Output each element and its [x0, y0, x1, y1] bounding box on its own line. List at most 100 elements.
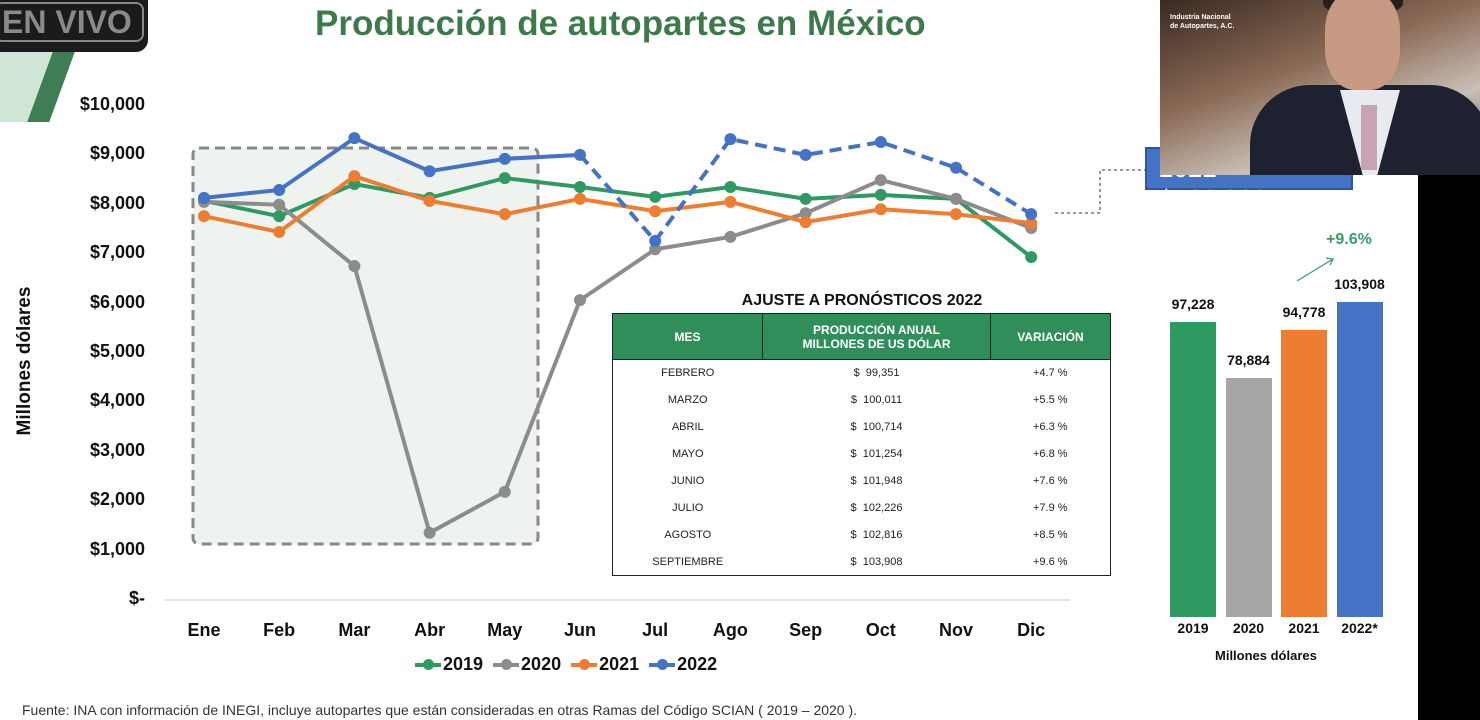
bar-year-label: 2020: [1232, 620, 1265, 636]
annual-bar-2020: [1225, 377, 1272, 617]
y-tick-label: $9,000: [89, 143, 145, 164]
annual-bar-2019: [1170, 322, 1216, 617]
bar-value-label: 94,778: [1282, 303, 1326, 320]
data-point-2020: [348, 260, 361, 273]
data-point-2020: [649, 243, 662, 256]
table-row: MARZO $ 100,011 +5.5 %: [613, 387, 1111, 414]
webcam-video: Industria Nacional de Autopartes, A.C.: [1160, 0, 1480, 175]
x-tick-label: Ago: [712, 620, 748, 640]
data-point-2021: [498, 208, 511, 221]
data-point-2020: [498, 485, 511, 498]
table-row: JUNIO $ 101,948 +7.6 %: [613, 468, 1111, 495]
data-point-2022: [574, 148, 586, 161]
data-point-2019: [874, 188, 887, 201]
data-point-2022: [874, 136, 887, 149]
growth-arrow-icon: [1296, 258, 1334, 282]
header-produccion: PRODUCCIÓN ANUAL MILLONES DE US DÓLAR: [762, 313, 991, 360]
legend-marker-icon: [493, 658, 520, 670]
x-tick-label: Sep: [789, 620, 823, 640]
series-line-2020: [203, 177, 1032, 536]
x-tick-label: Abr: [414, 620, 446, 640]
growth-arrowhead-icon: [1325, 257, 1334, 266]
header-variacion: VARIACIÓN: [990, 313, 1111, 360]
production-cell: $ 102,226: [850, 502, 903, 514]
bar-year-label: 2022*: [1341, 620, 1378, 636]
data-point-2019: [649, 190, 662, 203]
bar-x-label: Millones dólares: [1215, 648, 1317, 663]
production-cell: $ 102,816: [850, 529, 903, 541]
series-line-2019: [203, 176, 1033, 259]
live-badge-label: EN VIVO: [0, 2, 144, 42]
bar-year-label: 2019: [1177, 620, 1209, 636]
data-point-2019: [273, 210, 286, 223]
y-tick-label: $10,000: [79, 94, 145, 114]
x-tick-label: Ene: [187, 620, 221, 640]
legend-label: 2019: [443, 654, 484, 674]
header-mes: MES: [612, 313, 763, 360]
x-tick-label: Dic: [1017, 620, 1046, 640]
legend-label: 2020: [521, 654, 562, 674]
data-point-2020: [799, 207, 812, 220]
annual-bar-2022*: [1336, 302, 1383, 617]
data-point-2021: [724, 195, 737, 208]
data-point-2019: [498, 172, 511, 185]
month-cell: JULIO: [672, 502, 704, 514]
table-row: JULIO $ 102,226 +7.9 %: [613, 495, 1111, 522]
callout-connector: [1055, 169, 1145, 214]
data-point-2021: [348, 170, 361, 183]
data-point-2022: [799, 148, 812, 161]
data-point-2020: [950, 192, 962, 205]
table-row: MAYO $ 101,254 +6.8 %: [613, 441, 1111, 468]
variation-cell: +6.3 %: [1032, 421, 1068, 433]
data-point-2021: [273, 225, 286, 238]
bar-value-label: 78,884: [1227, 351, 1270, 368]
month-cell: AGOSTO: [664, 529, 712, 541]
legend-label: 2021: [599, 654, 640, 674]
y-tick-label: $-: [128, 588, 145, 608]
table-title: AJUSTE A PRONÓSTICOS 2022: [741, 292, 983, 309]
y-tick-label: $1,000: [89, 538, 145, 559]
month-cell: SEPTIEMBRE: [652, 555, 724, 568]
month-cell: FEBRERO: [661, 367, 715, 380]
data-point-2021: [574, 192, 586, 205]
x-tick-label: Feb: [263, 620, 296, 640]
production-cell: $ 100,011: [850, 394, 903, 406]
variation-cell: +6.8 %: [1032, 448, 1068, 460]
data-point-2021: [198, 210, 210, 223]
variation-cell: +9.6 %: [1032, 555, 1068, 568]
series-line-2021: [203, 173, 1032, 235]
annual-bar-2021: [1281, 329, 1327, 617]
data-point-2020: [423, 526, 436, 539]
variation-cell: +7.6 %: [1032, 475, 1068, 487]
x-tick-label: Jun: [563, 620, 596, 640]
series-line-2022: [203, 135, 581, 200]
data-point-2022: [198, 191, 210, 204]
production-cell: $ 99,351: [853, 367, 900, 380]
live-badge: EN VIVO: [0, 0, 148, 52]
data-point-2020: [273, 198, 286, 211]
growth-label: +9.6%: [1326, 231, 1372, 248]
data-point-2022: [273, 183, 286, 196]
x-tick-label: Jul: [642, 620, 669, 640]
bar-value-label: 97,228: [1171, 296, 1215, 313]
month-cell: MARZO: [667, 394, 708, 406]
data-point-2021: [950, 208, 962, 221]
data-point-2022: [423, 165, 436, 178]
data-point-2022: [1025, 208, 1038, 221]
data-point-2019: [724, 181, 737, 194]
legend-item-2021: 2021: [571, 654, 639, 675]
data-point-2019: [1025, 251, 1038, 264]
y-tick-label: $7,000: [89, 242, 145, 263]
variation-cell: +5.5 %: [1032, 394, 1068, 406]
y-tick-label: $5,000: [89, 341, 145, 361]
production-cell: $ 103,908: [850, 555, 903, 568]
production-cell: $ 101,254: [850, 448, 903, 460]
data-point-2022: [649, 234, 662, 247]
data-point-2020: [574, 294, 586, 307]
data-point-2021: [874, 203, 887, 216]
chart-legend: 2019 2020 2021 2022: [415, 654, 717, 675]
y-tick-label: $2,000: [89, 489, 145, 510]
table-row: AGOSTO $ 102,816 +8.5 %: [613, 522, 1111, 549]
legend-item-2019: 2019: [415, 654, 483, 675]
production-cell: $ 101,948: [850, 475, 903, 487]
